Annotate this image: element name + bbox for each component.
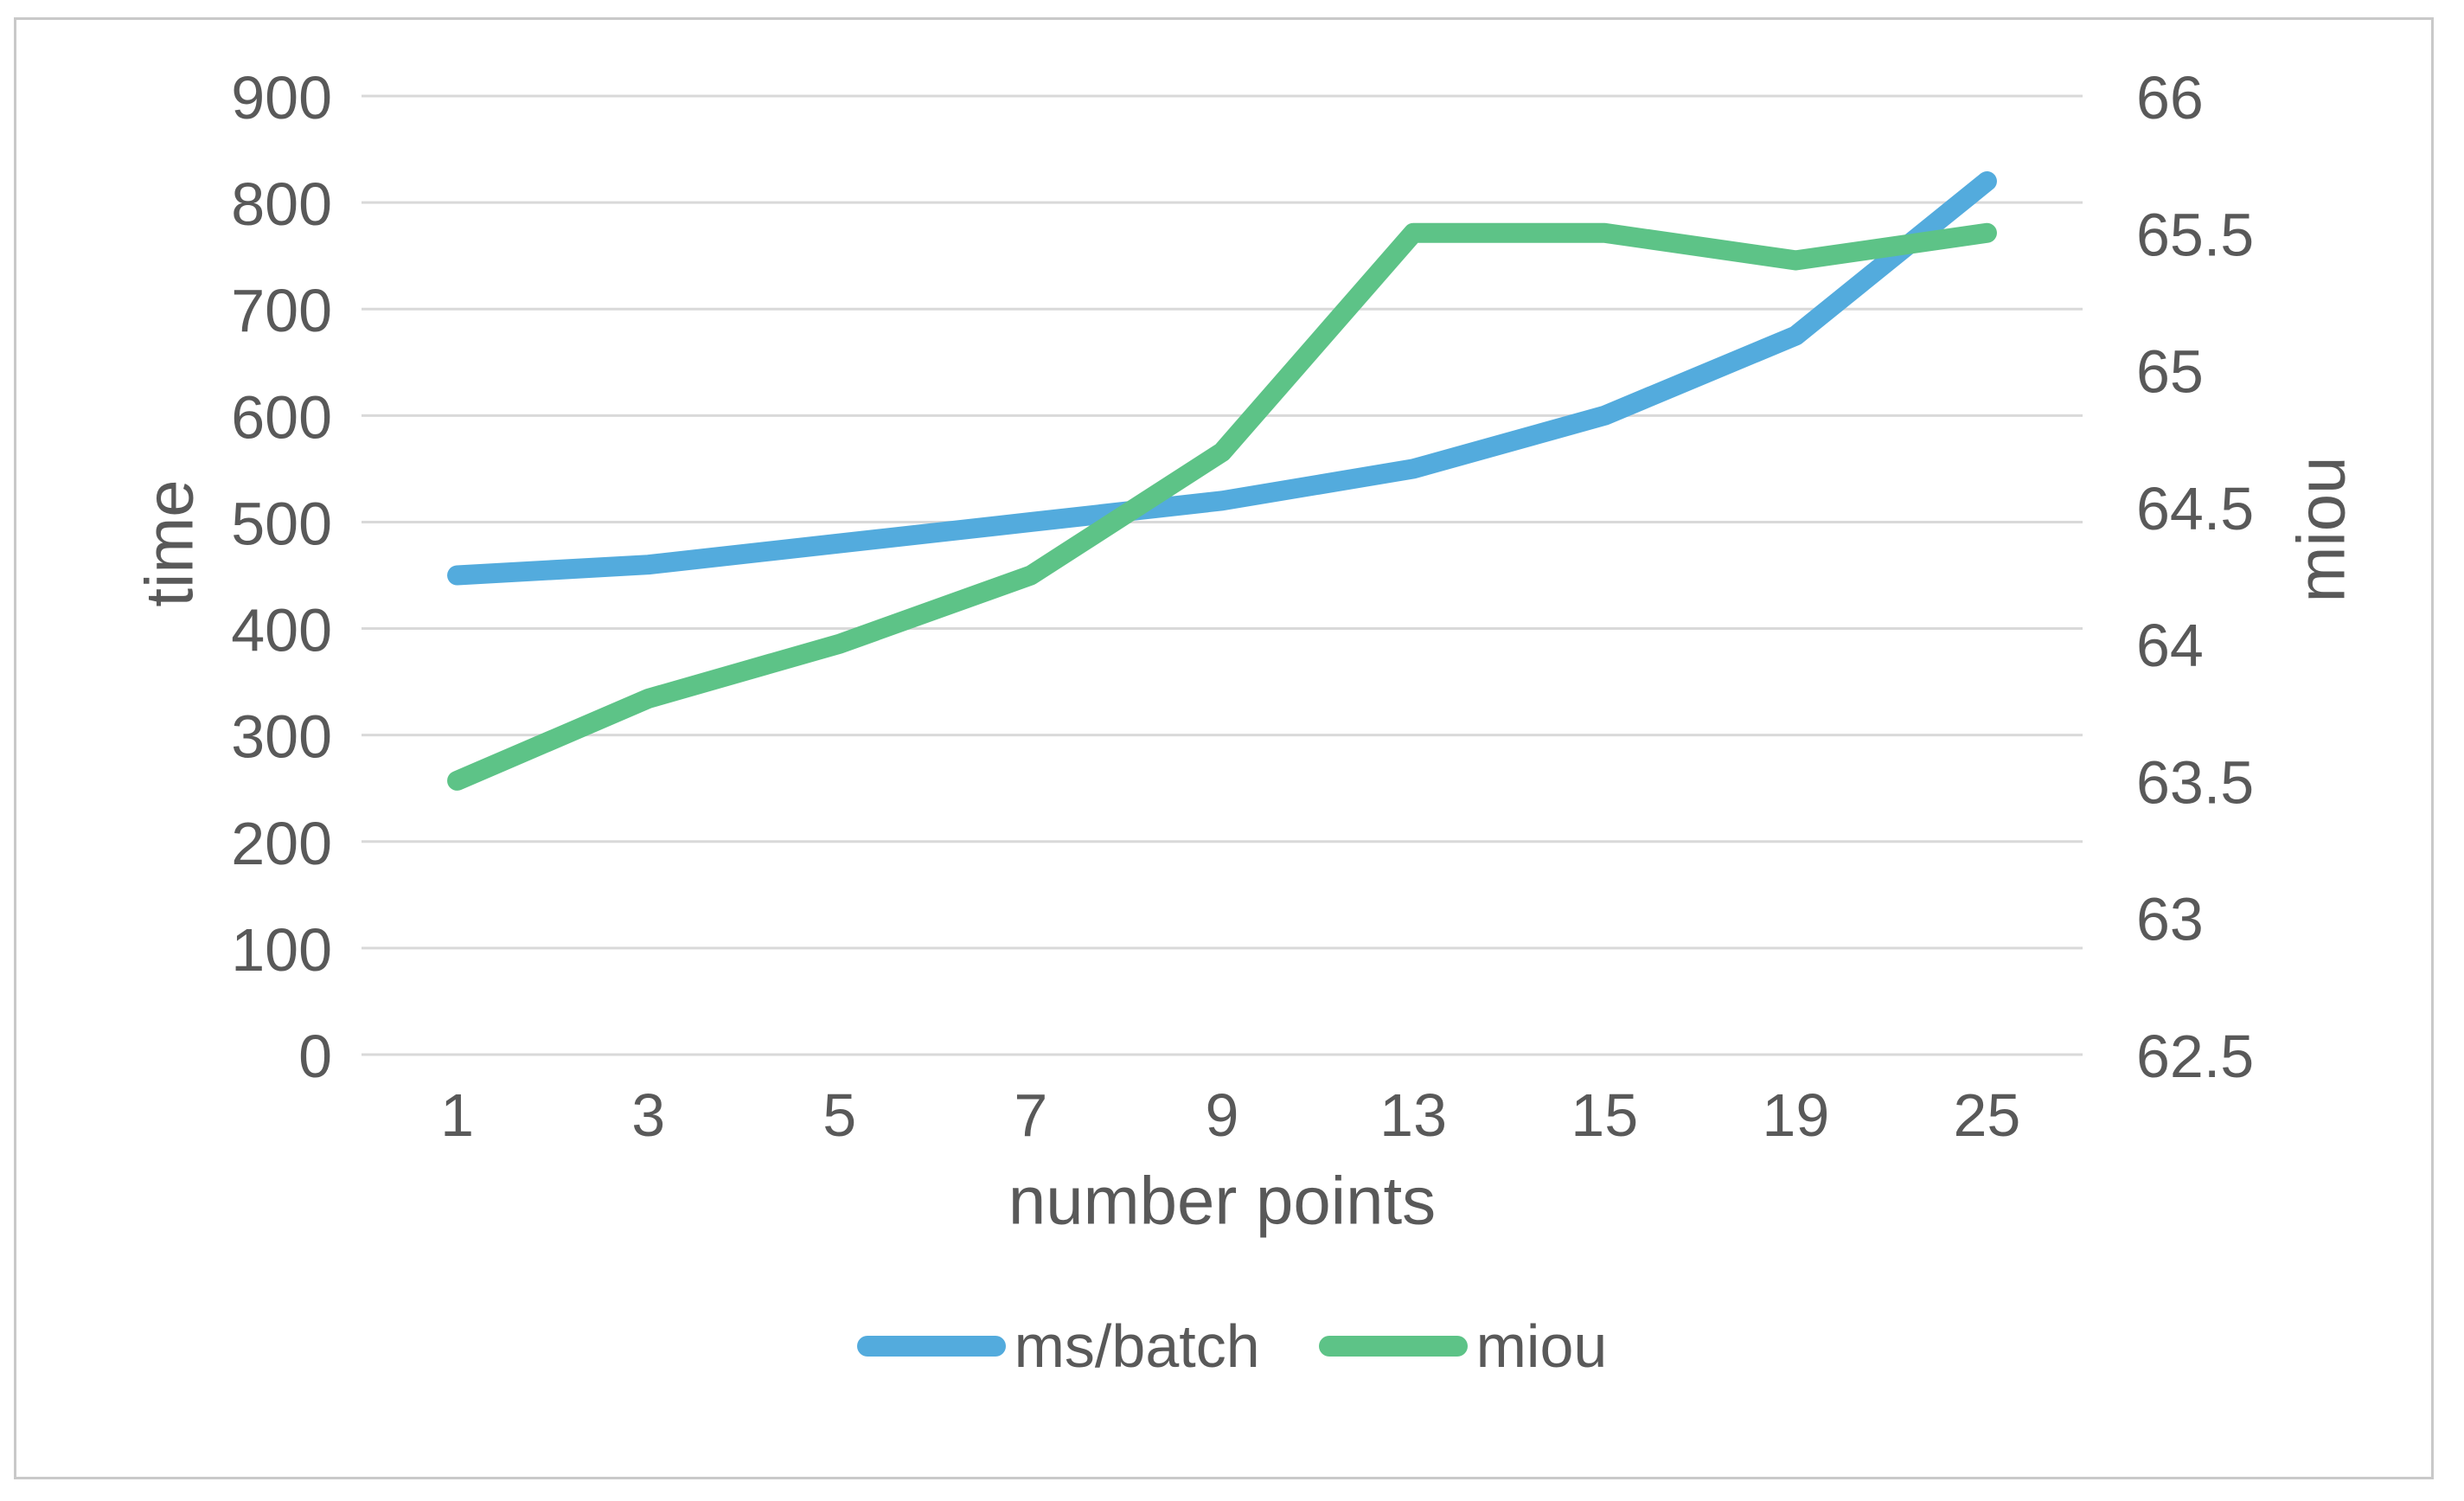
legend-item-ms-batch: ms/batch: [856, 1312, 1260, 1381]
right-axis-tick-label: 63: [2136, 886, 2204, 953]
right-axis-tick-label: 62.5: [2136, 1023, 2254, 1090]
miou-series-line: [447, 222, 1997, 791]
left-axis-tick-label: 300: [231, 703, 332, 771]
legend-swatch-ms-batch: [856, 1336, 1006, 1357]
left-axis-tick-label: 500: [231, 490, 332, 557]
legend-item-miou: miou: [1318, 1312, 1608, 1381]
right-axis-title: miou: [2282, 456, 2359, 603]
right-axis-tick-label: 64.5: [2136, 475, 2254, 542]
legend: ms/batch miou: [0, 1312, 2464, 1381]
left-axis-tick-label: 400: [231, 597, 332, 664]
legend-label-miou: miou: [1475, 1312, 1608, 1380]
left-axis-tick-label: 600: [231, 383, 332, 451]
left-axis-tick-label: 100: [231, 916, 332, 984]
left-axis-tick-label: 0: [298, 1023, 332, 1090]
legend-label-ms-batch: ms/batch: [1014, 1312, 1260, 1380]
x-axis-tick-label: 25: [1954, 1081, 2021, 1149]
left-axis-tick-label: 900: [231, 64, 332, 131]
x-axis-tick-label: 3: [631, 1081, 665, 1149]
x-axis-tick-label: 15: [1571, 1081, 1638, 1149]
x-axis-tick-label: 7: [1014, 1081, 1047, 1149]
x-axis-tick-label: 13: [1379, 1081, 1447, 1149]
left-axis-tick-label: 700: [231, 277, 332, 344]
right-axis-tick-label: 63.5: [2136, 748, 2254, 816]
right-axis-tick-label: 65: [2136, 338, 2204, 406]
legend-swatch-miou: [1318, 1336, 1468, 1357]
x-axis-tick-label: 19: [1762, 1081, 1829, 1149]
left-axis-title: time: [131, 479, 208, 607]
chart-frame: [14, 17, 2434, 1479]
x-axis-tick-label: 5: [822, 1081, 856, 1149]
right-axis-tick-label: 64: [2136, 612, 2204, 679]
x-axis-tick-label: 9: [1206, 1081, 1239, 1149]
right-axis-tick-label: 65.5: [2136, 201, 2254, 268]
x-axis-title: number points: [1008, 1162, 1437, 1239]
x-axis-tick-label: 1: [440, 1081, 474, 1149]
left-axis-tick-label: 200: [231, 810, 332, 877]
ms-batch-series-line: [447, 170, 1997, 586]
left-axis-tick-label: 800: [231, 170, 332, 238]
right-axis-tick-label: 66: [2136, 64, 2204, 131]
